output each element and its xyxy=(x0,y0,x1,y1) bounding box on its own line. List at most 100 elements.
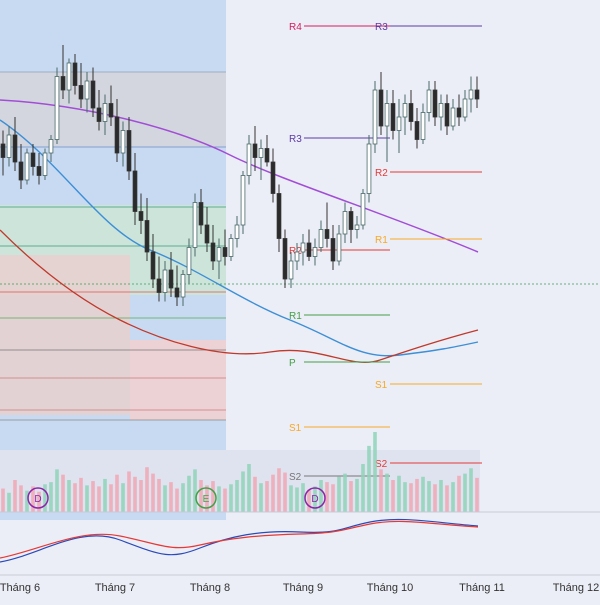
volume-bar xyxy=(31,486,35,512)
volume-bar xyxy=(355,478,359,512)
volume-bar xyxy=(67,480,71,512)
candle-body xyxy=(276,193,282,239)
candle-body xyxy=(198,202,204,226)
volume-bar xyxy=(451,482,455,512)
x-tick-label: Tháng 10 xyxy=(367,582,413,594)
candle-body xyxy=(114,116,120,154)
volume-bar xyxy=(1,488,5,512)
volume-bar xyxy=(409,483,413,512)
candle-body xyxy=(186,247,192,275)
candle-body xyxy=(54,76,60,140)
pivot-label: R1 xyxy=(375,235,388,246)
candle-body xyxy=(264,148,270,163)
volume-bar xyxy=(103,478,107,512)
candle-body xyxy=(456,107,462,118)
volume-bar xyxy=(55,469,59,512)
marker-label: D xyxy=(34,494,41,505)
volume-bar xyxy=(301,483,305,512)
pivot-label: R2 xyxy=(375,168,388,179)
candle-body xyxy=(6,134,12,158)
candle-body xyxy=(156,278,162,293)
x-tick-label: Tháng 7 xyxy=(95,582,135,594)
volume-bar xyxy=(91,481,95,512)
candle-body xyxy=(312,247,318,257)
candle-body xyxy=(150,251,156,280)
candle-body xyxy=(66,62,72,91)
pivot-label: S1 xyxy=(289,423,302,434)
pivot-label: S2 xyxy=(289,472,302,483)
volume-bar xyxy=(139,480,143,512)
volume-bar xyxy=(193,469,197,512)
candle-body xyxy=(126,130,132,172)
candle-body xyxy=(360,193,366,226)
sma100-line xyxy=(0,119,479,357)
volume-bar xyxy=(43,484,47,512)
volume-bar xyxy=(79,477,83,512)
candle-body xyxy=(348,211,354,230)
macd-line xyxy=(0,518,479,563)
volume-bar xyxy=(307,489,311,512)
candle-body xyxy=(24,152,30,181)
volume-bar xyxy=(115,474,119,512)
candle-body xyxy=(138,211,144,221)
pivot-label: R2 xyxy=(289,246,302,257)
volume-bar xyxy=(25,490,29,512)
candle-body xyxy=(204,224,210,244)
volume-bar xyxy=(205,485,209,512)
pivot-label: R3 xyxy=(375,22,388,33)
candle-body xyxy=(42,152,48,176)
volume-bar xyxy=(337,476,341,512)
volume-bar xyxy=(463,473,467,512)
candle-body xyxy=(216,247,222,262)
volume-bar xyxy=(397,475,401,512)
volume-bar xyxy=(391,480,395,512)
volume-bar xyxy=(109,484,113,512)
oscillator-panel xyxy=(0,511,600,576)
x-axis: Tháng 6 Tháng 7 Tháng 8 Tháng 9 Tháng 10 Thán… xyxy=(0,582,599,594)
volume-bar xyxy=(283,472,287,512)
volume-bar xyxy=(247,464,251,512)
candle-body xyxy=(246,143,252,176)
volume-bar xyxy=(319,480,323,512)
volume-bars xyxy=(1,432,479,512)
volume-bar xyxy=(379,469,383,512)
candle-body xyxy=(72,62,78,86)
volume-bar xyxy=(253,476,257,512)
volume-bar xyxy=(259,483,263,512)
candle-body xyxy=(270,161,276,194)
x-tick-label: Tháng 11 xyxy=(459,582,505,594)
candle-body xyxy=(210,242,216,262)
x-tick-label: Tháng 9 xyxy=(283,582,323,594)
volume-bar xyxy=(127,471,131,512)
x-tick-label: Tháng 8 xyxy=(190,582,230,594)
volume-bar xyxy=(181,483,185,512)
candle-body xyxy=(18,161,24,181)
candle-body xyxy=(468,89,474,100)
volume-bar xyxy=(175,488,179,512)
volume-bar xyxy=(331,484,335,512)
candle-body xyxy=(12,134,18,163)
pivot-label: S2 xyxy=(375,459,388,470)
volume-bar xyxy=(445,485,449,512)
candle-body xyxy=(396,116,402,131)
volume-bar xyxy=(145,467,149,512)
volume-bar xyxy=(73,483,77,512)
candle-body xyxy=(120,130,126,154)
candle-body xyxy=(192,202,198,248)
volume-bar xyxy=(163,485,167,512)
volume-bar xyxy=(133,476,137,512)
candle-body xyxy=(84,80,90,100)
volume-bar xyxy=(241,471,245,512)
zone-red-right xyxy=(130,340,226,420)
volume-bar xyxy=(211,481,215,512)
sma50-line xyxy=(0,229,479,363)
volume-bar xyxy=(277,468,281,512)
sma200-line xyxy=(0,99,479,253)
background-zones xyxy=(0,0,600,520)
zone-red-left xyxy=(0,255,130,415)
candle-body xyxy=(372,89,378,145)
candle-body xyxy=(450,107,456,127)
candle-body xyxy=(252,143,258,158)
